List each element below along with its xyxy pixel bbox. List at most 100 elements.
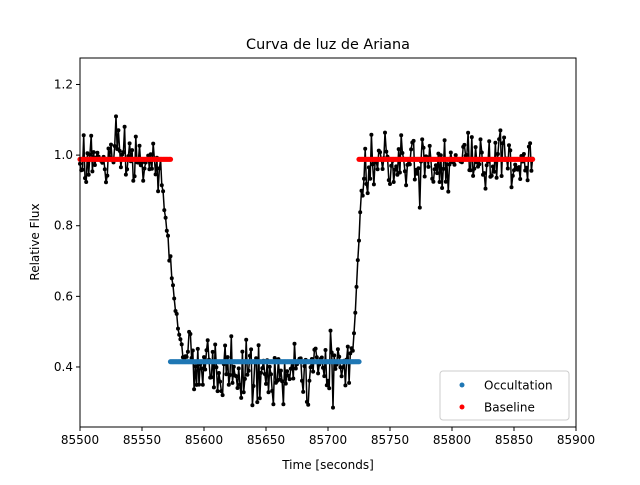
light-curve-point [200, 382, 205, 387]
light-curve-point [452, 162, 457, 167]
light-curve-point [87, 152, 92, 157]
light-curve-point [311, 369, 316, 374]
light-curve-point [210, 349, 215, 354]
light-curve-point [529, 168, 534, 173]
light-curve-point [285, 369, 290, 374]
light-curve-point [362, 176, 366, 181]
light-curve-point [185, 349, 190, 354]
light-curve-point [404, 183, 409, 188]
light-curve-point [117, 148, 122, 153]
light-curve-point [412, 177, 417, 182]
light-curve-point [159, 183, 164, 188]
light-curve-point [220, 393, 225, 398]
light-curve-point [525, 178, 530, 183]
light-curve-point [316, 371, 321, 376]
y-tick-label: 0.8 [54, 219, 73, 233]
x-tick-label: 85800 [433, 433, 471, 447]
light-curve-point [249, 347, 254, 352]
light-curve-point [123, 172, 128, 177]
x-tick-label: 85750 [371, 433, 409, 447]
light-curve-point [162, 208, 167, 213]
light-curve-point [347, 380, 352, 385]
light-curve-point [477, 162, 482, 167]
light-curve-point [125, 167, 130, 172]
legend-label-occultation: Occultation [484, 379, 553, 393]
light-curve-point [437, 180, 442, 184]
light-curve-point [179, 342, 184, 347]
light-curve-point [92, 163, 97, 167]
light-curve-point [489, 173, 494, 178]
light-curve-point [490, 164, 495, 169]
light-curve-point [168, 254, 173, 259]
light-curve-point [199, 366, 204, 371]
x-tick-label: 85700 [309, 433, 347, 447]
light-curve-point [471, 173, 476, 178]
plot-data-layer [77, 114, 536, 410]
light-curve-point [230, 380, 235, 385]
light-curve-point [132, 174, 137, 179]
light-curve-point [482, 171, 487, 176]
light-curve-point [446, 189, 451, 194]
light-curve-point [319, 355, 324, 360]
light-curve-point [209, 375, 214, 380]
light-curve-point [250, 403, 255, 408]
light-curve-point [353, 310, 358, 315]
light-curve-point [438, 153, 443, 158]
light-curve-point [197, 382, 201, 387]
light-curve-point [137, 143, 142, 148]
light-curve-point [364, 182, 369, 186]
light-curve-point [193, 364, 198, 369]
light-curve-point [190, 348, 195, 353]
light-curve-point [171, 283, 175, 288]
light-curve-point [286, 373, 291, 378]
light-curve-point [448, 150, 453, 155]
light-curve-point [478, 137, 483, 142]
light-curve-point [84, 180, 89, 184]
light-curve-point [464, 153, 469, 157]
light-curve-point [327, 386, 332, 391]
light-curve-point [497, 137, 502, 142]
light-curve-point [226, 382, 231, 387]
light-curve-point [204, 348, 209, 353]
light-curve-point [141, 178, 146, 183]
light-curve-point [260, 366, 265, 371]
y-axis-label: Relative Flux [28, 203, 42, 280]
light-curve-point [337, 354, 342, 359]
light-curve-point [164, 228, 169, 233]
light-curve-point [167, 258, 172, 263]
light-curve-point [427, 143, 432, 148]
light-curve-point [509, 185, 514, 190]
light-curve-point [370, 162, 375, 167]
light-curve-point [192, 387, 197, 392]
light-curve-point [293, 366, 298, 371]
light-curve-point [426, 164, 431, 169]
light-curve-point [331, 405, 335, 410]
light-curve-point [205, 338, 210, 343]
light-curve-point [348, 351, 353, 356]
x-tick-label: 85900 [557, 433, 595, 447]
light-curve-point [247, 353, 252, 358]
light-curve-point [157, 166, 162, 171]
light-curve-point [469, 135, 474, 140]
light-curve-point [431, 179, 436, 184]
light-curve-point [368, 176, 373, 181]
light-curve-point [528, 141, 533, 146]
light-curve-point [223, 343, 228, 348]
light-curve-point [473, 145, 478, 150]
x-tick-label: 85650 [247, 433, 285, 447]
light-curve-point [262, 372, 267, 376]
light-curve-point [90, 169, 95, 174]
light-curve-point [245, 372, 250, 377]
light-curve-point [371, 182, 376, 187]
x-tick-label: 85600 [185, 433, 223, 447]
light-curve-point [389, 163, 394, 168]
light-curve-point [400, 151, 405, 155]
light-curve-point [495, 152, 500, 156]
light-curve-point [151, 141, 156, 146]
light-curve-point [142, 166, 147, 171]
light-curve-point [255, 400, 260, 405]
light-curve-point [420, 137, 425, 142]
light-curve-point [433, 163, 438, 168]
light-curve-point [466, 130, 471, 135]
light-curve-point [510, 173, 515, 178]
